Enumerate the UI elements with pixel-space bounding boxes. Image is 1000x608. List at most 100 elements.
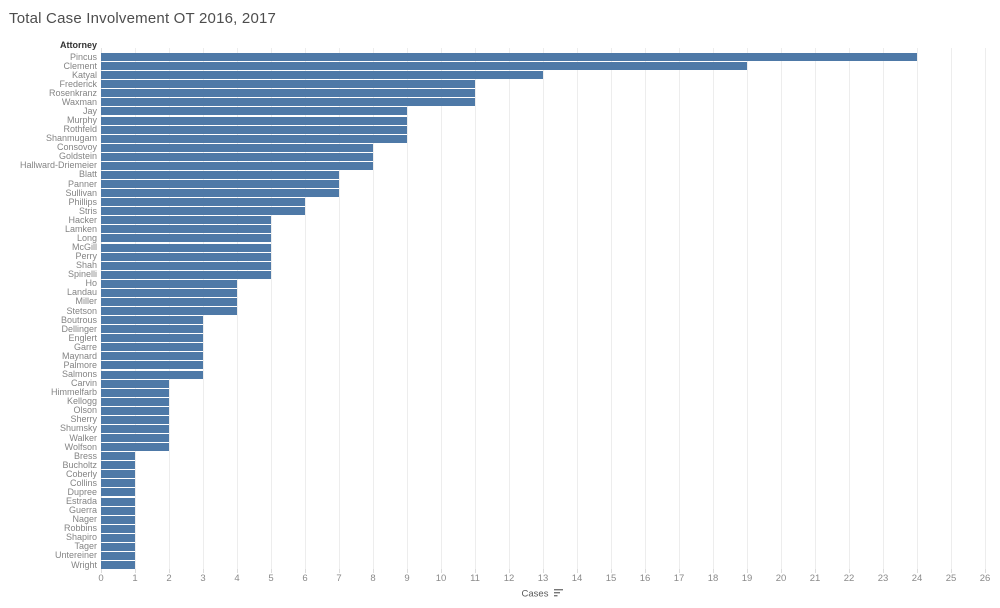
bar-rosenkranz[interactable] bbox=[101, 89, 475, 98]
bar-nager[interactable] bbox=[101, 515, 135, 524]
bar-coberly[interactable] bbox=[101, 470, 135, 479]
bar-carvin[interactable] bbox=[101, 379, 169, 388]
bar-landau[interactable] bbox=[101, 288, 237, 297]
attorney-label: Coberly bbox=[65, 468, 97, 479]
bar-englert[interactable] bbox=[101, 334, 203, 343]
x-tick-mark bbox=[611, 569, 612, 573]
bar-shumsky[interactable] bbox=[101, 424, 169, 433]
bar-katyal[interactable] bbox=[101, 71, 543, 80]
bar-phillips[interactable] bbox=[101, 198, 305, 207]
bar-olson[interactable] bbox=[101, 406, 169, 415]
bar-wright[interactable] bbox=[101, 561, 135, 569]
bar-stris[interactable] bbox=[101, 207, 305, 216]
bar-estrada[interactable] bbox=[101, 497, 135, 506]
bar-dupree[interactable] bbox=[101, 488, 135, 497]
bar-miller[interactable] bbox=[101, 297, 237, 306]
attorney-label: Estrada bbox=[65, 496, 97, 506]
x-tick-label: 9 bbox=[404, 573, 410, 584]
attorney-label: Dellinger bbox=[61, 323, 97, 334]
bar-collins[interactable] bbox=[101, 479, 135, 488]
x-tick-mark bbox=[475, 569, 476, 573]
bar-mcgill[interactable] bbox=[101, 243, 271, 252]
bar-walker[interactable] bbox=[101, 434, 169, 442]
bar-hallward-driemeier[interactable] bbox=[101, 161, 373, 170]
bar-palmore[interactable] bbox=[101, 361, 203, 370]
bar-dellinger[interactable] bbox=[101, 325, 203, 334]
x-tick-label: 26 bbox=[979, 573, 991, 584]
bar-murphy[interactable] bbox=[101, 116, 407, 125]
attorney-label: Ho bbox=[85, 278, 97, 289]
x-tick-label: 6 bbox=[302, 573, 308, 584]
bar-guerra[interactable] bbox=[101, 506, 135, 515]
bar-hacker[interactable] bbox=[101, 216, 271, 225]
x-tick-mark bbox=[645, 569, 646, 573]
bar-shanmugam[interactable] bbox=[101, 134, 407, 143]
x-tick-label: 17 bbox=[673, 573, 685, 584]
x-tick-label: 20 bbox=[775, 573, 787, 584]
attorney-label: Wolfson bbox=[64, 441, 97, 452]
x-tick-mark bbox=[985, 569, 986, 573]
x-tick-mark bbox=[441, 569, 442, 573]
bar-garre[interactable] bbox=[101, 343, 203, 352]
gridline bbox=[237, 48, 238, 569]
attorney-label: McGill bbox=[72, 242, 97, 252]
bar-salmons[interactable] bbox=[101, 370, 203, 379]
bar-waxman[interactable] bbox=[101, 98, 475, 107]
bar-bress[interactable] bbox=[101, 452, 135, 461]
attorney-label: Palmore bbox=[63, 359, 97, 370]
bar-jay[interactable] bbox=[101, 107, 407, 116]
bar-shah[interactable] bbox=[101, 261, 271, 270]
bar-tager[interactable] bbox=[101, 542, 135, 551]
x-tick-label: 8 bbox=[370, 573, 376, 584]
x-tick-mark bbox=[849, 569, 850, 573]
bar-perry[interactable] bbox=[101, 252, 271, 261]
x-tick-label: 19 bbox=[741, 573, 753, 584]
bar-wolfson[interactable] bbox=[101, 443, 169, 452]
bar-ho[interactable] bbox=[101, 279, 237, 288]
attorney-label: Dupree bbox=[67, 486, 97, 497]
x-tick-mark bbox=[679, 569, 680, 573]
bar-stetson[interactable] bbox=[101, 307, 237, 315]
bar-clement[interactable] bbox=[101, 62, 747, 71]
attorney-label: Jay bbox=[82, 105, 97, 116]
x-tick-label: 22 bbox=[843, 573, 855, 584]
attorney-label: Bucholtz bbox=[62, 459, 97, 470]
bar-himmelfarb[interactable] bbox=[101, 388, 169, 397]
gridline bbox=[305, 48, 306, 569]
x-tick-mark bbox=[747, 569, 748, 573]
bar-bucholtz[interactable] bbox=[101, 461, 135, 470]
gridline bbox=[747, 48, 748, 569]
bar-boutrous[interactable] bbox=[101, 316, 203, 325]
bar-consovoy[interactable] bbox=[101, 143, 373, 152]
attorney-label: Consovoy bbox=[56, 142, 97, 153]
bar-untereiner[interactable] bbox=[101, 551, 135, 560]
attorney-label: Guerra bbox=[68, 505, 97, 516]
attorney-label: Stris bbox=[79, 205, 97, 216]
attorney-label: Panner bbox=[67, 178, 97, 189]
bar-spinelli[interactable] bbox=[101, 270, 271, 279]
bar-goldstein[interactable] bbox=[101, 152, 373, 161]
gridline bbox=[407, 48, 408, 569]
sort-descending-icon[interactable] bbox=[553, 588, 564, 600]
bar-sherry[interactable] bbox=[101, 415, 169, 424]
bar-frederick[interactable] bbox=[101, 80, 475, 89]
bar-rothfeld[interactable] bbox=[101, 125, 407, 134]
bar-robbins[interactable] bbox=[101, 524, 135, 533]
x-tick-label: 4 bbox=[234, 573, 240, 584]
attorney-label: Shanmugam bbox=[45, 133, 97, 144]
bar-blatt[interactable] bbox=[101, 170, 339, 179]
bar-lamken[interactable] bbox=[101, 225, 271, 234]
bar-maynard[interactable] bbox=[101, 352, 203, 361]
attorney-label: Perry bbox=[75, 251, 97, 262]
attorney-label: Tager bbox=[74, 541, 97, 552]
gridline bbox=[951, 48, 952, 569]
x-tick-mark bbox=[135, 569, 136, 573]
bar-pincus[interactable] bbox=[101, 53, 917, 61]
bar-kellogg[interactable] bbox=[101, 397, 169, 406]
bar-sullivan[interactable] bbox=[101, 189, 339, 198]
bar-panner[interactable] bbox=[101, 180, 339, 188]
bar-long[interactable] bbox=[101, 234, 271, 243]
x-tick-label: 11 bbox=[470, 573, 480, 584]
bar-shapiro[interactable] bbox=[101, 533, 135, 542]
x-tick-mark bbox=[951, 569, 952, 573]
